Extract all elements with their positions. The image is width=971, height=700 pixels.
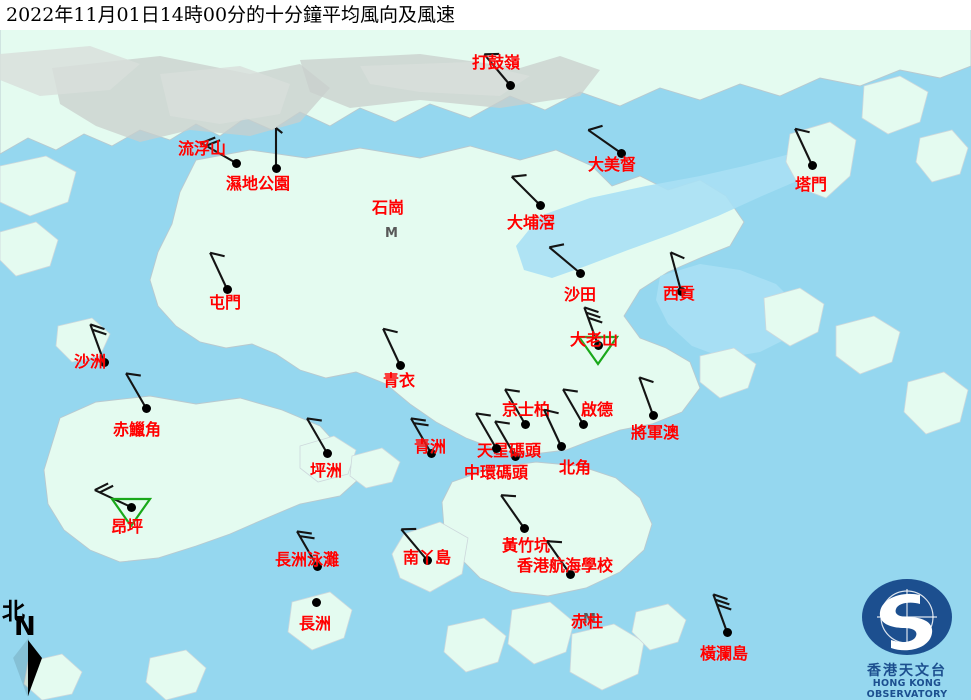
station-dot <box>312 561 322 571</box>
station-dot <box>505 80 515 90</box>
station-dot <box>565 569 575 579</box>
station-label: 大埔滘 <box>507 213 556 232</box>
station-dot <box>322 448 332 458</box>
station-dot <box>722 627 732 637</box>
station-label: 中環碼頭 <box>464 463 529 482</box>
station-dot <box>520 419 530 429</box>
station-dot <box>578 419 588 429</box>
station-label: 天星碼頭 <box>477 441 542 460</box>
station-label: 京士柏 <box>502 400 551 419</box>
station-label: 西貢 <box>663 284 696 303</box>
gale-warning-icon <box>576 335 620 366</box>
station-dot <box>395 360 405 370</box>
station-label: 打鼓嶺 <box>472 53 521 72</box>
logo-name-en: HONG KONG OBSERVATORY <box>866 678 948 700</box>
gale-warning-icon <box>109 497 153 528</box>
station-label: 坪洲 <box>310 461 343 480</box>
station-label: 屯門 <box>209 293 242 312</box>
page-title: 2022年11月01日14時00分的十分鐘平均風向及風速 <box>6 4 456 26</box>
hko-emblem-icon <box>862 579 952 655</box>
station-label: 北角 <box>559 458 592 477</box>
station-dot <box>271 163 281 173</box>
station-label: 青衣 <box>383 371 416 390</box>
station-dot <box>126 502 136 512</box>
station-dot <box>141 403 151 413</box>
station-label: 南丫島 <box>403 548 452 567</box>
station-dot <box>510 451 520 461</box>
map-canvas[interactable]: 打鼓嶺流浮山濕地公園 M 石崗 大美督塔門大埔滘沙田 西貢大老山 屯門沙洲赤鱲角 青衣坪洲 青… <box>0 26 971 700</box>
station-dot <box>575 268 585 278</box>
station-label: 塔門 <box>795 175 828 194</box>
station-dot <box>807 160 817 170</box>
title-bar: 2022年11月01日14時00分的十分鐘平均風向及風速 <box>0 0 971 30</box>
station-label: 濕地公園 <box>226 174 291 193</box>
station-label: 大美督 <box>588 155 637 174</box>
compass-needle-icon <box>13 637 42 697</box>
station-dot <box>648 410 658 420</box>
station-dot <box>535 200 545 210</box>
compass-label-zh: 北 <box>2 598 25 625</box>
station-label: 長洲泳灘 <box>275 550 340 569</box>
station-label: 將軍澳 <box>631 423 680 442</box>
hko-logo: 香港天文台 HONG KONG OBSERVATORY <box>846 578 968 700</box>
station-label: 沙田 <box>564 285 597 304</box>
station-label: 沙洲 <box>74 352 107 371</box>
station-dot <box>491 443 501 453</box>
missing-data-marker: M <box>385 226 398 241</box>
station-dot <box>222 284 232 294</box>
station-label: 香港航海學校 <box>517 556 614 575</box>
compass-label-en: N <box>14 612 36 642</box>
station-label: 流浮山 <box>178 139 227 158</box>
station-dot <box>556 441 566 451</box>
station-dot <box>426 448 436 458</box>
station-label: 赤鱲角 <box>113 420 162 439</box>
station-dot <box>99 357 109 367</box>
station-dot <box>422 555 432 565</box>
station-label: 青洲 <box>414 437 447 456</box>
missing-data-marker: M <box>583 612 596 627</box>
station-label: 昂坪 <box>111 517 144 536</box>
station-label: 赤柱 <box>571 612 604 631</box>
station-dot <box>311 597 321 607</box>
station-dot <box>593 340 603 350</box>
station-dot <box>616 148 626 158</box>
station-dot <box>676 286 686 296</box>
station-label: 啟德 <box>581 400 614 419</box>
station-dot <box>231 158 241 168</box>
station-label: 石崗 <box>372 198 405 217</box>
compass-rose: 北 N <box>2 592 62 698</box>
logo-name-zh: 香港天文台 <box>867 663 947 679</box>
station-label: 大老山 <box>570 330 619 349</box>
coastline-layer <box>0 26 971 700</box>
station-label: 長洲 <box>299 614 332 633</box>
station-label: 橫瀾島 <box>700 644 749 663</box>
station-dot <box>519 523 529 533</box>
station-label: 黃竹坑 <box>502 536 551 555</box>
